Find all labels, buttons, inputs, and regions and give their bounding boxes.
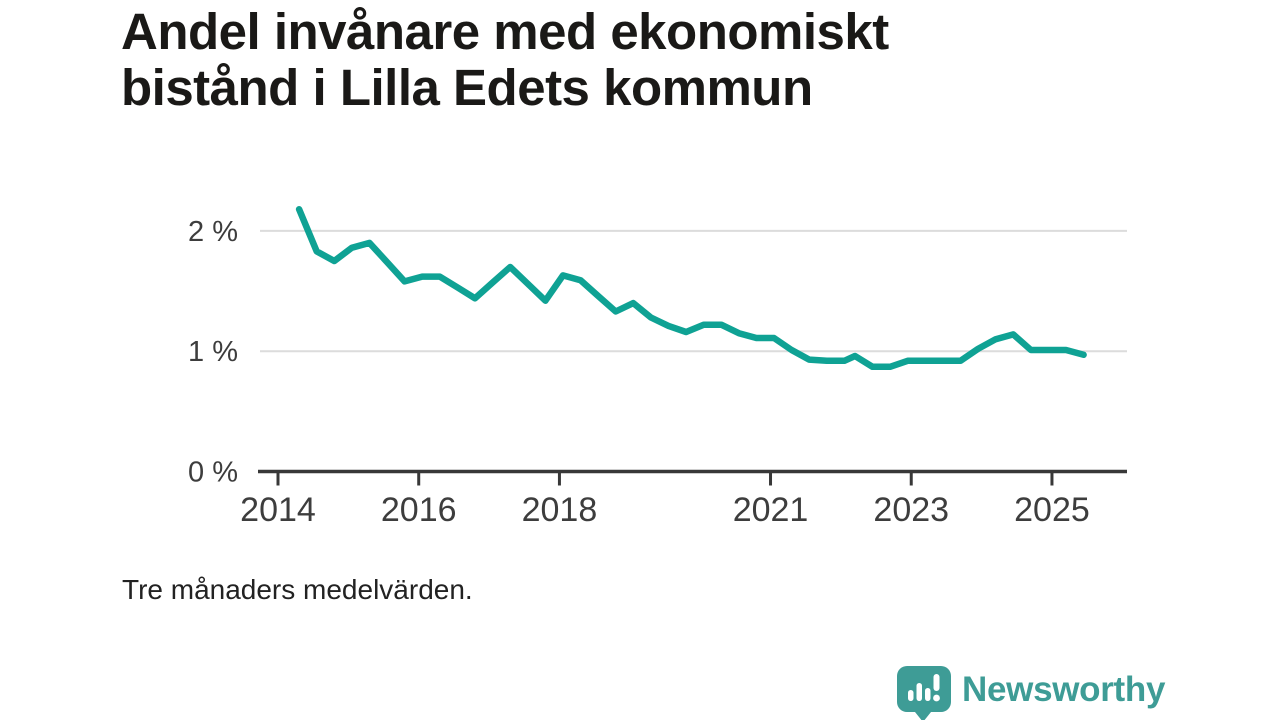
x-tick-label: 2023 bbox=[873, 491, 949, 529]
newsworthy-icon bbox=[897, 665, 951, 720]
bar-icon-small bbox=[908, 689, 914, 701]
chart-title: Andel invånare med ekonomiskt bistånd i … bbox=[121, 4, 1021, 116]
data-line bbox=[295, 205, 1087, 371]
newsworthy-logo: Newsworthy bbox=[896, 662, 1165, 720]
x-tick-label: 2016 bbox=[381, 491, 457, 529]
exclamation-dot-icon bbox=[933, 694, 940, 701]
chart-note: Tre månaders medelvärden. bbox=[122, 574, 473, 605]
exclamation-bar-icon bbox=[933, 673, 940, 691]
bar-icon-medium bbox=[925, 687, 931, 701]
x-tick-label: 2018 bbox=[522, 491, 598, 529]
speech-bubble-shape bbox=[897, 665, 951, 720]
chart-title-line-1: Andel invånare med ekonomiskt bbox=[121, 3, 889, 60]
y-tick-label: 1 % bbox=[188, 336, 238, 368]
chart-title-line-2: bistånd i Lilla Edets kommun bbox=[121, 59, 813, 116]
bar-icon-tall bbox=[916, 682, 922, 701]
newsworthy-wordmark: Newsworthy bbox=[962, 670, 1166, 709]
y-tick-label: 0 % bbox=[188, 457, 238, 489]
x-tick-label: 2014 bbox=[240, 491, 316, 529]
y-tick-label: 2 % bbox=[188, 216, 238, 248]
x-tick-label: 2021 bbox=[733, 491, 809, 529]
x-tick-label: 2025 bbox=[1014, 491, 1090, 529]
